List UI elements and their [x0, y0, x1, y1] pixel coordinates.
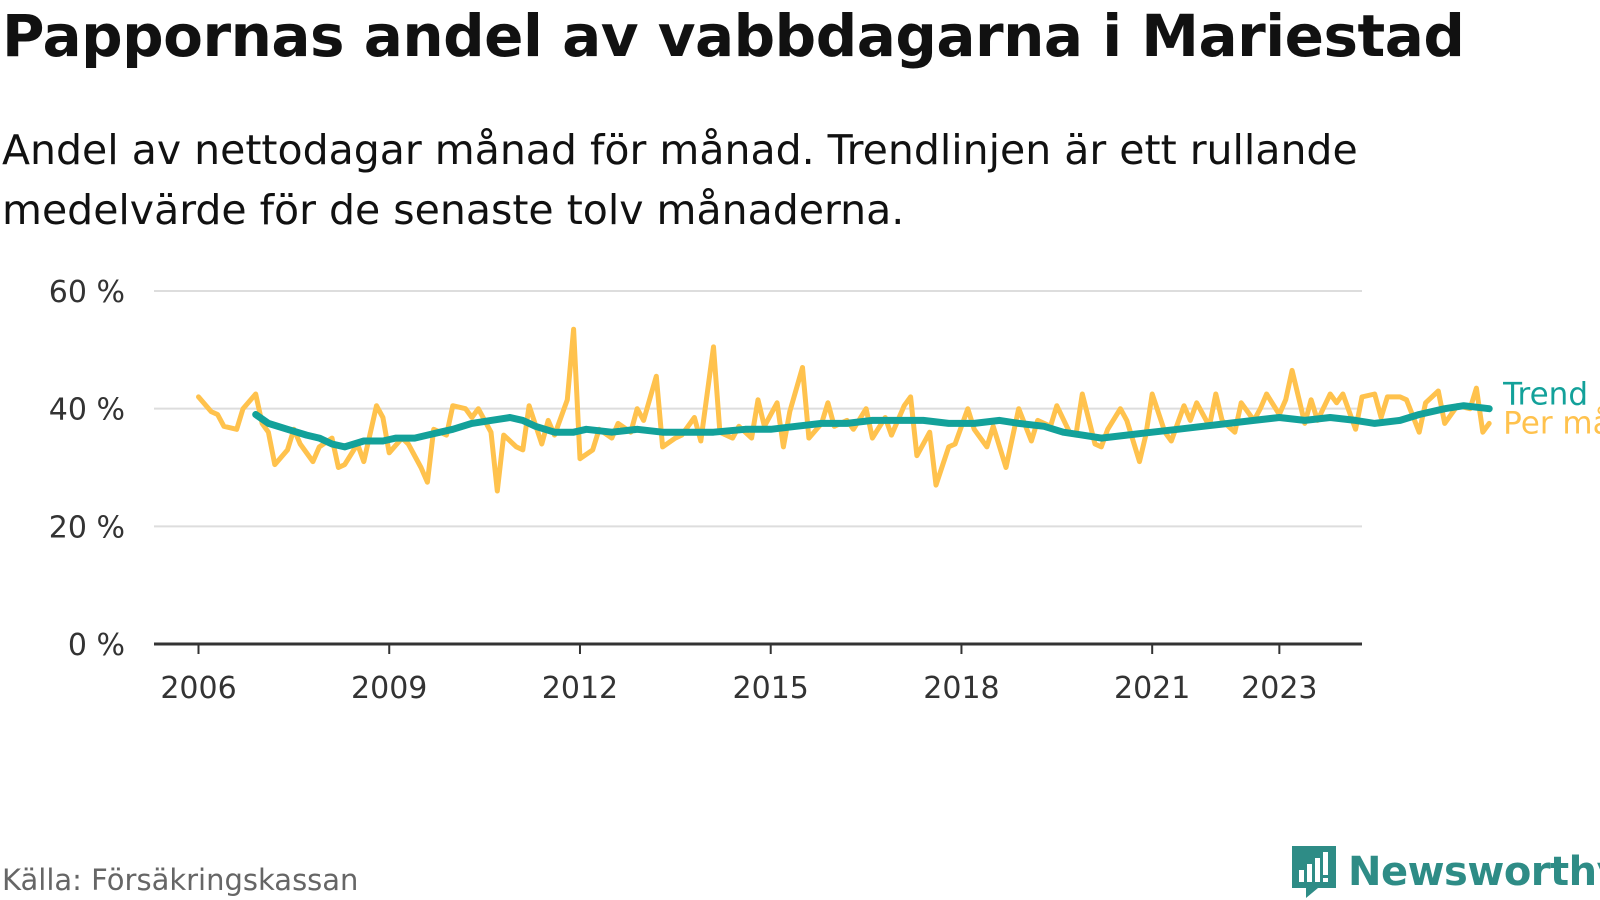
newsworthy-logo-icon: [1292, 846, 1336, 898]
y-tick-label: 20 %: [49, 510, 125, 545]
y-axis-tick-labels: 0 % 20 % 40 % 60 %: [49, 275, 125, 663]
source-note: Källa: Försäkringskassan: [2, 863, 359, 897]
x-tick-label: 2009: [351, 671, 427, 706]
x-axis-tick-labels: 2006 2009 2012 2015 2018 2021 2023: [160, 644, 1318, 706]
newsworthy-brand: Newsworthy: [1290, 844, 1600, 900]
x-tick-label: 2018: [923, 671, 999, 706]
x-tick-label: 2021: [1114, 671, 1190, 706]
series-lines: [196, 326, 1493, 494]
y-tick-label: 0 %: [68, 628, 125, 663]
x-tick-label: 2006: [160, 671, 236, 706]
trend-series-line: [252, 402, 1493, 451]
chart-subtitle: Andel av nettodagar månad för månad. Tre…: [2, 126, 1358, 234]
monthly-series-label: Per månad: [1503, 405, 1600, 441]
chart-title: Pappornas andel av vabbdagarna i Mariest…: [2, 2, 1465, 70]
y-tick-label: 60 %: [49, 275, 125, 310]
trend-series-label: Trend: [1502, 377, 1588, 413]
monthly-series-line: [196, 326, 1492, 494]
brand-name: Newsworthy: [1348, 849, 1600, 895]
x-tick-label: 2015: [733, 671, 809, 706]
y-tick-label: 40 %: [49, 393, 125, 428]
x-tick-label: 2023: [1241, 671, 1317, 706]
x-tick-label: 2012: [542, 671, 618, 706]
